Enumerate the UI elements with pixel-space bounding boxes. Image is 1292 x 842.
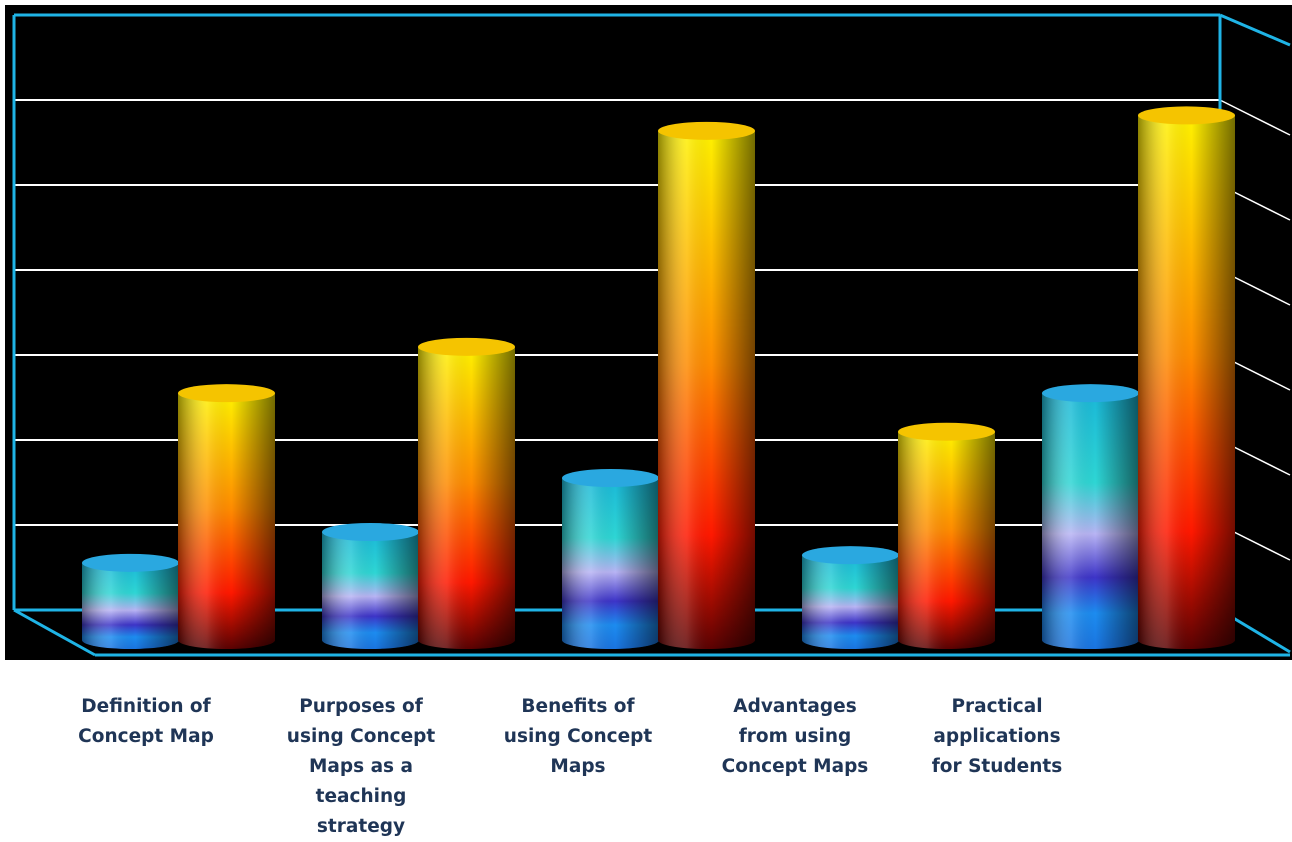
bar-shade — [178, 393, 275, 649]
x-tick-label: Practical applications for Students — [931, 696, 1063, 777]
x-tick-label: Advantages from using Concept Maps — [721, 696, 869, 777]
frame-side-top — [1219, 13, 1291, 47]
bar-shade — [82, 562, 179, 649]
frame-floor-left — [13, 608, 96, 657]
bar-top-cap — [658, 121, 755, 140]
bar-shade — [802, 555, 899, 649]
bar-top-cap — [1138, 106, 1235, 125]
bar-top-cap — [802, 546, 899, 565]
bar-shade — [1138, 115, 1235, 649]
bar-shade — [1042, 393, 1139, 649]
x-tick-label: Definition of Concept Map — [78, 696, 214, 747]
bar-cylinder — [322, 523, 419, 649]
bar-top-cap — [322, 523, 419, 541]
gridline-side — [1219, 99, 1291, 136]
bar-cylinder — [178, 384, 275, 649]
bar-cylinder — [898, 422, 995, 649]
bar-cylinder — [562, 469, 659, 649]
bar-cylinder — [1042, 384, 1139, 649]
bar-shade — [658, 130, 755, 649]
bar-top-cap — [418, 337, 515, 356]
bar-cylinder — [658, 121, 755, 649]
bar-top-cap — [562, 469, 659, 487]
bar-shade — [562, 478, 659, 649]
x-tick-label: Purposes of using Concept Maps as a teac… — [286, 696, 436, 837]
bar-shade — [417, 346, 515, 649]
bar-cylinder — [82, 553, 179, 649]
bar-top-cap — [178, 384, 275, 403]
bar-cylinder — [417, 337, 515, 649]
bar-chart — [12, 13, 1291, 657]
bar-cylinder — [1138, 106, 1235, 649]
bar-cylinder — [802, 546, 899, 649]
bar-top-cap — [898, 422, 995, 441]
bar-top-cap — [82, 553, 179, 572]
bar-top-cap — [1042, 384, 1139, 403]
bar-shade — [898, 431, 995, 649]
x-tick-label: Benefits of using Concept Maps — [503, 696, 653, 777]
bar-shade — [322, 532, 419, 649]
